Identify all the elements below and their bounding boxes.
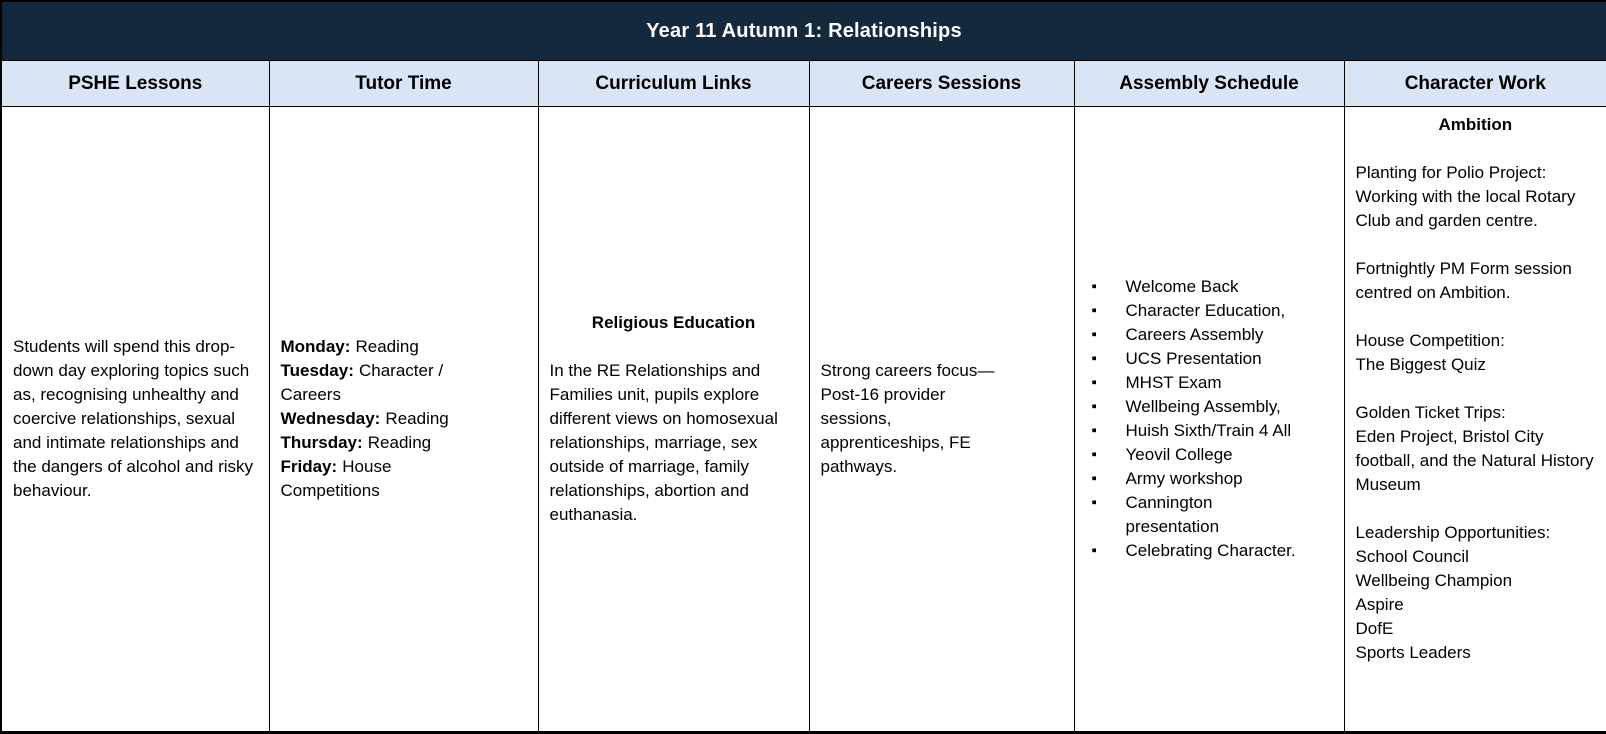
tutor-line-monday: Monday: Reading [281,337,419,356]
assembly-item: ▪ Army workshop [1090,467,1333,491]
tutor-day-label: Friday: [280,457,338,476]
tutor-day-activity: Character / Careers [280,361,444,404]
bullet-icon: ▪ [1091,422,1097,439]
cell-assembly-schedule: ▪ Welcome Back ▪ Character Education, ▪ Car… [1073,106,1345,733]
assembly-item: ▪ Character Education, [1090,299,1333,323]
tutor-day-label: Wednesday: [280,409,381,428]
tutor-day-activity: Reading [367,433,432,452]
column-header-row: PSHE Lessons Tutor Time Curriculum Links… [0,60,1606,107]
assembly-list: ▪ Welcome Back ▪ Character Education, ▪ Car… [1086,275,1333,563]
assembly-item: ▪ Cannington presentation [1091,493,1220,536]
assembly-item: ▪ Welcome Back [1090,275,1333,299]
tutor-day-activity: House Competitions [280,457,392,500]
bullet-icon: ▪ [1091,446,1097,463]
character-paragraph-leadership: Leadership Opportunities: School Council… [1355,523,1551,662]
careers-description: Strong careers focus— Post-16 provider s… [820,361,995,476]
cell-character-work: Ambition Planting for Polio Project: Wor… [1343,106,1606,733]
tutor-line-wednesday: Wednesday: Reading [281,409,449,428]
tutor-line-tuesday: Tuesday: Character / Careers [281,361,444,404]
column-header-tutor-time: Tutor Time [268,60,539,107]
tutor-day-label: Tuesday: [280,361,354,380]
bullet-icon: ▪ [1091,374,1097,391]
bullet-icon: ▪ [1091,302,1097,319]
assembly-item: ▪ Wellbeing Assembly, [1090,395,1333,419]
page-title: Year 11 Autumn 1: Relationships [0,0,1606,61]
bullet-icon: ▪ [1091,326,1097,343]
cell-curriculum-links: Religious Education In the RE Relationsh… [537,106,810,733]
curriculum-subject-heading: Religious Education [591,313,756,332]
bullet-icon: ▪ [1091,494,1097,511]
title-row: Year 11 Autumn 1: Relationships [0,0,1606,61]
bullet-icon: ▪ [1091,350,1097,367]
tutor-time-schedule: Monday: Reading Tuesday: Character / Caree… [281,335,495,503]
content-row: Students will spend this drop-down day e… [0,106,1606,733]
bullet-icon: ▪ [1091,542,1097,559]
assembly-item: ▪ UCS Presentation [1090,347,1333,371]
assembly-item: ▪ MHST Exam [1090,371,1333,395]
bullet-icon: ▪ [1091,278,1097,295]
column-header-curriculum-links: Curriculum Links [537,60,810,107]
tutor-day-activity: Reading [355,337,419,356]
assembly-item: ▪ Careers Assembly [1090,323,1333,347]
cell-tutor-time: Monday: Reading Tuesday: Character / Caree… [268,106,539,733]
assembly-item: ▪ Celebrating Character. [1090,539,1333,563]
column-header-assembly-schedule: Assembly Schedule [1073,60,1345,107]
curriculum-description: In the RE Relationships and Families uni… [549,361,778,524]
bullet-icon: ▪ [1091,470,1097,487]
cell-careers-sessions: Strong careers focus— Post-16 provider s… [808,106,1075,733]
assembly-item: ▪ Huish Sixth/Train 4 All [1090,419,1333,443]
assembly-item: ▪ Yeovil College [1090,443,1333,467]
tutor-line-friday: Friday: House Competitions [281,457,392,500]
column-header-character-work: Character Work [1343,60,1606,107]
bullet-icon: ▪ [1091,398,1097,415]
cell-pshe-lessons: Students will spend this drop-down day e… [0,106,270,733]
pshe-description: Students will spend this drop-down day e… [13,337,254,500]
tutor-day-activity: Reading [385,409,449,428]
character-work-heading: Ambition [1438,115,1513,134]
tutor-day-label: Thursday: [280,433,363,452]
character-paragraph-planting: Planting for Polio Project: Working with… [1355,163,1576,230]
character-paragraph-form-session: Fortnightly PM Form session centred on A… [1355,259,1572,302]
tutor-day-label: Monday: [280,337,351,356]
column-header-pshe-lessons: PSHE Lessons [0,60,270,107]
column-header-careers-sessions: Careers Sessions [808,60,1075,107]
character-paragraph-house-competition: House Competition: The Biggest Quiz [1355,331,1505,374]
tutor-line-thursday: Thursday: Reading [281,433,432,452]
character-paragraph-golden-ticket: Golden Ticket Trips: Eden Project, Brist… [1355,403,1594,494]
